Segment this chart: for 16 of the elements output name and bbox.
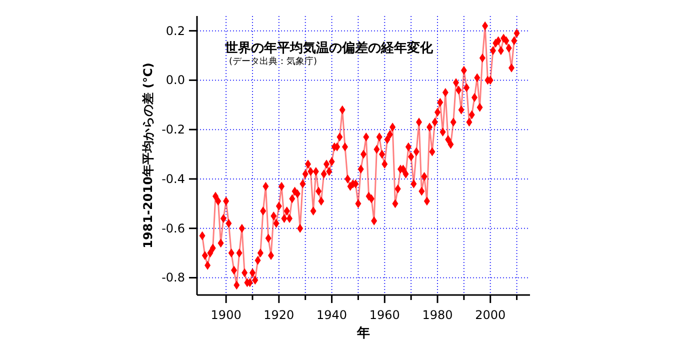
- text: (データ出典：気象庁): [229, 56, 318, 67]
- text: 世界の年平均気温の偏差の経年変化: [224, 40, 434, 56]
- y-tick-label: -0.6: [162, 221, 185, 236]
- y-tick-label: 0.2: [166, 24, 185, 38]
- y-tick-label: 0.0: [166, 73, 185, 88]
- x-tick-label: 1960: [369, 308, 400, 322]
- y-tick-label: -0.2: [162, 122, 185, 137]
- y-tick-label: -0.8: [162, 270, 185, 285]
- x-tick-label: 2000: [475, 308, 506, 322]
- x-tick-label: 1980: [422, 308, 453, 322]
- x-tick-label: 1900: [210, 308, 242, 322]
- y-tick-label: -0.4: [162, 172, 185, 186]
- x-tick-label: 1920: [264, 308, 294, 322]
- y-axis-title: 1981-2010年平均からの差 (°C): [141, 62, 155, 248]
- x-axis-title: 年: [356, 326, 370, 341]
- x-tick-label: 1940: [316, 308, 348, 322]
